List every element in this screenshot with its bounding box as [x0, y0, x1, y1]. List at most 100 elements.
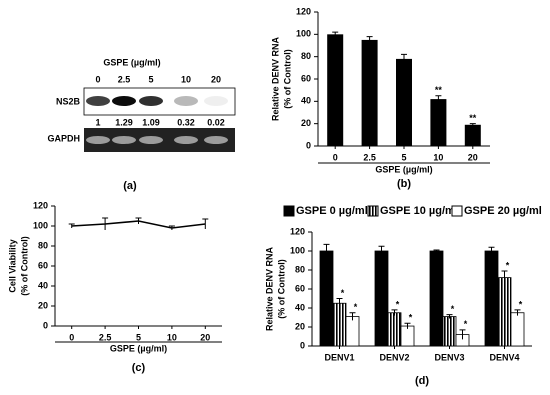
error-bar	[323, 243, 330, 258]
error-bar	[378, 245, 385, 256]
error-bar	[488, 246, 495, 255]
y-tick-label: 120	[33, 200, 48, 210]
quantification: 0.32	[177, 117, 195, 127]
bar	[442, 316, 457, 347]
error-bar	[401, 53, 407, 64]
x-tick-label: DENV2	[379, 352, 409, 362]
y-axis-label: (% of Control)	[276, 259, 286, 318]
gapdh-band	[86, 136, 110, 144]
lane-label: 20	[211, 74, 221, 84]
error-bar	[202, 218, 209, 229]
quantification: 1.09	[142, 117, 160, 127]
panel-label: (b)	[397, 178, 411, 190]
y-tick-label: 80	[301, 51, 311, 61]
bar	[429, 250, 444, 347]
ns2b-band	[86, 96, 110, 106]
y-tick-label: 100	[290, 245, 305, 255]
x-tick-label: 2.5	[99, 332, 112, 342]
y-tick-label: 20	[295, 321, 305, 331]
x-tick-label: 10	[433, 152, 443, 162]
bar	[361, 39, 378, 146]
y-tick-label: 60	[38, 260, 48, 270]
y-tick-label: 100	[296, 29, 311, 39]
gapdh-band	[174, 136, 198, 144]
error-bar	[68, 223, 75, 228]
bar	[327, 34, 344, 147]
bar	[484, 250, 499, 347]
error-bar	[332, 31, 339, 37]
annotation: *	[341, 288, 345, 298]
lane-label: 10	[181, 74, 191, 84]
annotation: *	[354, 302, 358, 312]
annotation: *	[519, 299, 523, 309]
y-tick-label: 0	[300, 340, 305, 350]
bar	[510, 312, 525, 347]
lane-label: 5	[148, 74, 153, 84]
y-tick-label: 20	[38, 300, 48, 310]
x-tick-label: 20	[468, 152, 478, 162]
x-tick-label: DENV4	[489, 352, 519, 362]
x-tick-label: DENV3	[434, 352, 464, 362]
row-label: GAPDH	[47, 133, 80, 143]
annotation: *	[396, 299, 400, 309]
error-bar	[435, 95, 442, 103]
panel-label: (d)	[415, 375, 429, 387]
error-bar	[102, 217, 109, 230]
error-bar	[459, 329, 466, 340]
row-label: NS2B	[56, 96, 81, 106]
x-axis-label: GSPE (µg/ml)	[375, 164, 432, 174]
bar	[374, 250, 389, 347]
y-tick-label: 0	[43, 320, 48, 330]
error-bar	[366, 36, 373, 44]
y-tick-label: 0	[306, 140, 311, 150]
legend-label: GSPE 10 µg/ml	[380, 205, 458, 217]
annotation: *	[464, 319, 468, 329]
gapdh-band	[112, 136, 136, 144]
error-bar	[135, 217, 142, 224]
legend-label: GSPE 20 µg/ml	[464, 205, 542, 217]
legend-label: GSPE 0 µg/ml	[296, 205, 368, 217]
lane-label: 0	[95, 74, 100, 84]
y-axis-label: Relative DENV RNA	[264, 246, 274, 331]
bar	[497, 277, 512, 347]
x-tick-label: 5	[136, 332, 141, 342]
panel-label: (c)	[132, 362, 146, 374]
quantification: 1	[95, 117, 100, 127]
x-tick-label: 10	[167, 332, 177, 342]
ns2b-band	[139, 96, 163, 106]
quantification: 0.02	[207, 117, 225, 127]
gapdh-band	[139, 136, 163, 144]
bar	[396, 58, 412, 146]
x-axis-label: GSPE (µg/ml)	[110, 343, 167, 353]
gapdh-band	[204, 136, 228, 144]
error-bar	[404, 322, 411, 329]
y-tick-label: 20	[301, 118, 311, 128]
panel-label: (a)	[123, 180, 137, 192]
annotation: *	[506, 260, 510, 270]
error-bar	[501, 270, 508, 285]
error-bar	[469, 123, 476, 126]
ns2b-band	[112, 96, 136, 106]
y-tick-label: 60	[295, 283, 305, 293]
y-tick-label: 40	[301, 96, 311, 106]
y-tick-label: 100	[33, 220, 48, 230]
bar	[387, 312, 402, 347]
bar	[400, 325, 415, 347]
y-axis-label: (% of Control)	[282, 49, 292, 108]
error-bar	[446, 314, 453, 319]
annotation: **	[435, 85, 443, 95]
y-tick-label: 60	[301, 73, 311, 83]
y-tick-label: 120	[296, 6, 311, 16]
bar	[464, 124, 481, 146]
error-bar	[514, 309, 521, 316]
lane-label: 2.5	[118, 74, 131, 84]
x-tick-label: DENV1	[324, 352, 354, 362]
x-tick-label: 20	[200, 332, 210, 342]
bar	[345, 316, 360, 347]
ns2b-band	[204, 96, 228, 106]
bar	[430, 99, 447, 146]
error-bar	[168, 225, 175, 230]
y-tick-label: 120	[290, 226, 305, 236]
